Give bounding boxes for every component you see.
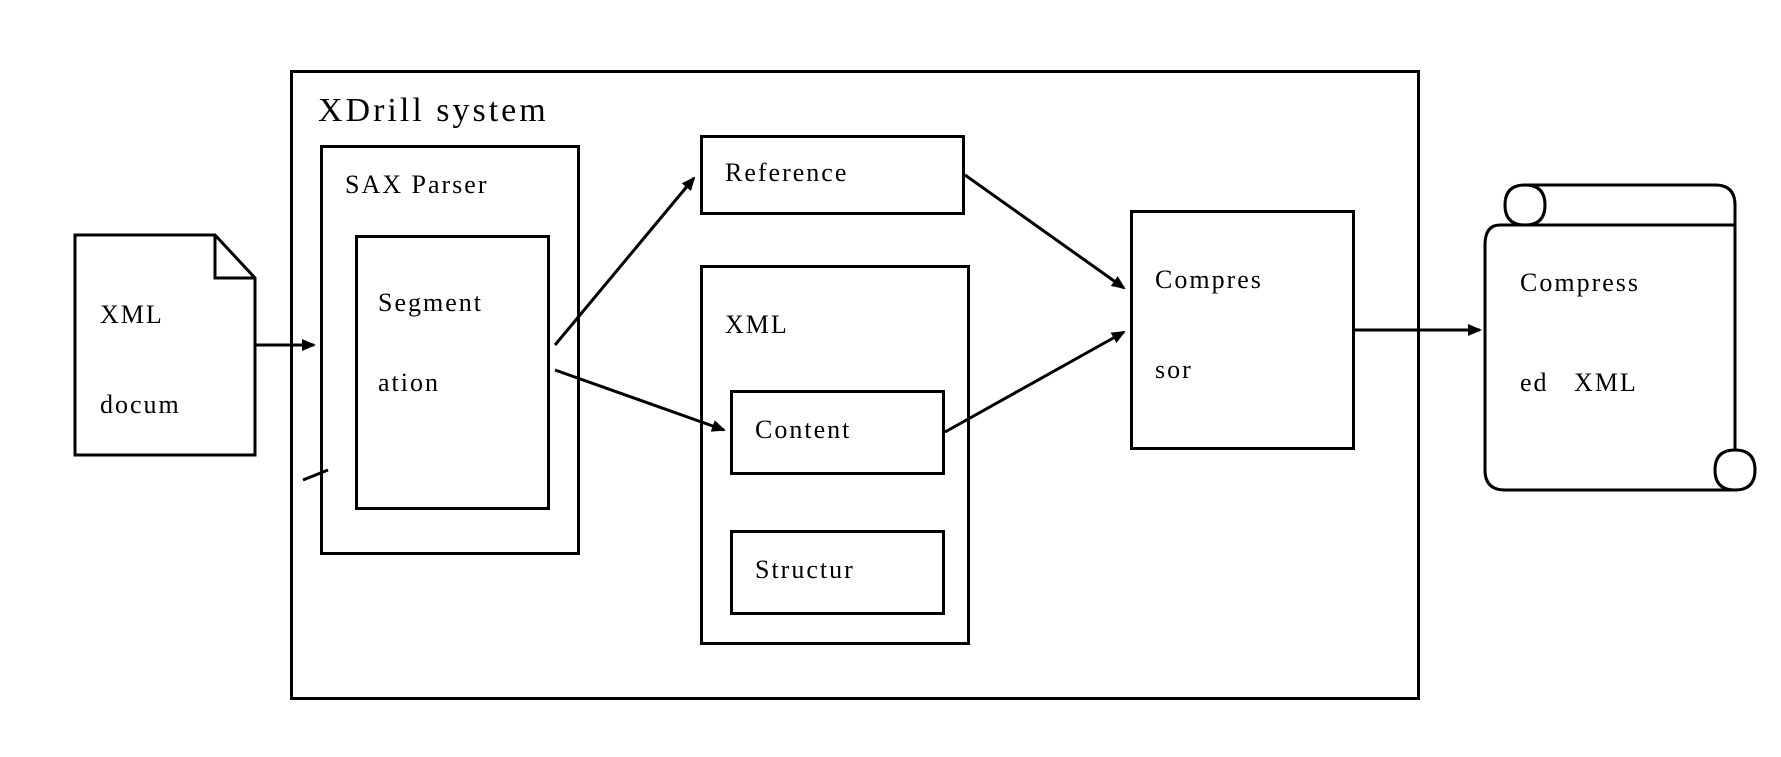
compressor-line2: sor [1155,355,1193,385]
segmentation-line2: ation [378,368,440,398]
compressor-box [1130,210,1355,450]
sax-parser-label: SAX Parser [345,170,489,200]
structure-label: Structur [755,555,855,585]
input-document-shape [75,235,255,455]
output-scroll-shape [1485,185,1755,490]
compressor-line1: Compres [1155,265,1263,295]
input-doc-line1: XML [100,300,164,330]
output-doc-line2: ed XML [1520,368,1638,398]
system-title: XDrill system [318,92,549,130]
output-doc-line1: Compress [1520,268,1640,298]
content-label: Content [755,415,851,445]
xml-group-label: XML [725,310,789,340]
input-doc-line2: docum [100,390,181,420]
diagram-canvas: XDrill system SAX Parser Segment ation R… [0,0,1781,757]
reference-label: Reference [725,158,848,188]
segmentation-line1: Segment [378,288,483,318]
